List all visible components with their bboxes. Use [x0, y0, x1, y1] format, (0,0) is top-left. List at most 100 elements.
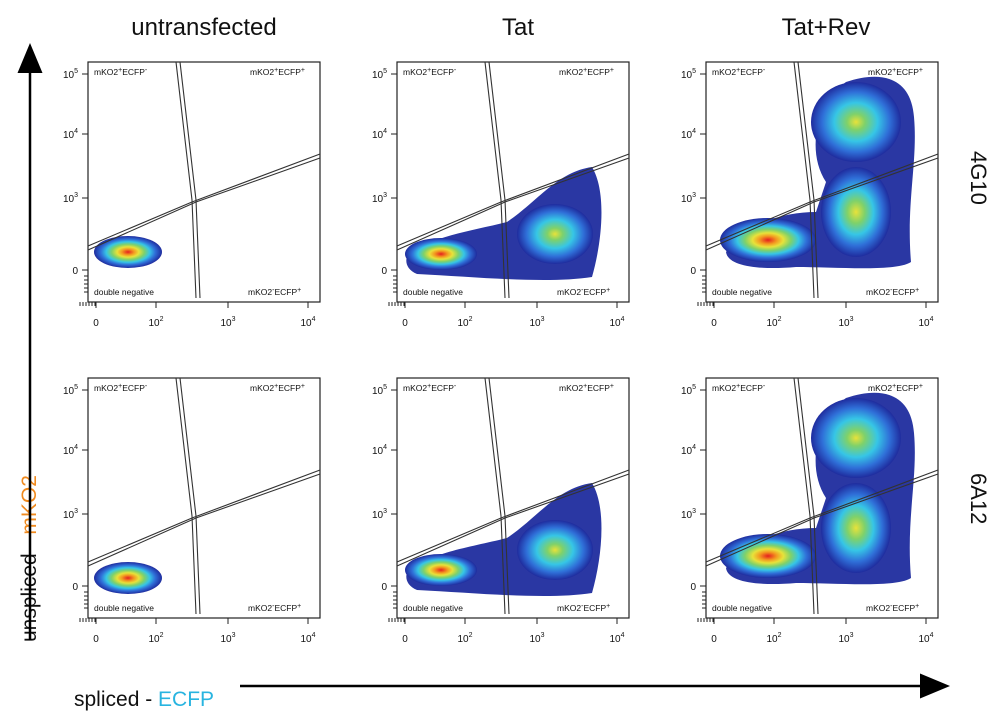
- gate-label-part: mKO2: [403, 383, 427, 393]
- tick-base: 10: [220, 318, 232, 329]
- density-cluster-double-negative: [94, 236, 162, 268]
- gate-line-diagonal: [87, 157, 321, 251]
- gate-label-sign: -: [581, 603, 584, 610]
- gate-label-sign: -: [763, 67, 766, 74]
- gate-line-vertical: [488, 377, 510, 615]
- gate-label-sign: +: [919, 383, 923, 390]
- gate-label-double-negative: double negative: [403, 603, 463, 613]
- density-cluster-double-negative: [720, 218, 816, 262]
- gate-line-vertical: [793, 61, 815, 299]
- gate-label-part: ECFP: [587, 383, 610, 393]
- tick-base: 10: [372, 446, 384, 457]
- gate-label-part: ECFP: [892, 603, 915, 613]
- x-tick-label: 0: [93, 318, 99, 329]
- gate-line-diagonal: [705, 157, 939, 251]
- tick-exponent: 3: [74, 192, 78, 199]
- y-tick-label: 104: [681, 128, 696, 141]
- x-axis-label-ecfp: ECFP: [158, 688, 215, 711]
- tick-base: 10: [148, 318, 160, 329]
- gate-label-part: mKO2: [712, 383, 736, 393]
- gate-label-part: ECFP: [583, 287, 606, 297]
- tick-base: 0: [93, 634, 99, 645]
- gate-label-bottom-right: mKO2-ECFP+: [248, 287, 301, 297]
- tick-base: 10: [63, 194, 75, 205]
- tick-base: 10: [681, 130, 693, 141]
- gate-label-sign: -: [890, 603, 893, 610]
- gate-label-double-negative: double negative: [712, 603, 772, 613]
- density-cluster-ecfp-positive: [517, 520, 593, 580]
- x-tick-label: 102: [457, 632, 472, 645]
- x-tick-label: 102: [148, 316, 163, 329]
- gate-line-diagonal: [705, 473, 939, 567]
- tick-base: 10: [609, 318, 621, 329]
- y-tick-label: 103: [63, 508, 78, 521]
- gate-label-sign: -: [145, 67, 148, 74]
- column-title-tat-rev: Tat+Rev: [781, 14, 871, 41]
- y-tick-label: 0: [72, 582, 78, 593]
- tick-base: 10: [300, 634, 312, 645]
- density-cluster-double-negative: [720, 534, 816, 578]
- gate-label-sign: +: [736, 67, 740, 74]
- gate-label-part: mKO2: [250, 67, 274, 77]
- gate-label-top-left: mKO2+ECFP-: [403, 67, 457, 77]
- gate-label-sign: +: [301, 67, 305, 74]
- gate-line-diagonal: [396, 153, 630, 247]
- x-tick-label: 0: [93, 634, 99, 645]
- tick-exponent: 2: [778, 632, 782, 639]
- tick-base: 0: [381, 582, 387, 593]
- x-axis-label-prefix: spliced -: [74, 688, 159, 711]
- gate-line-vertical: [484, 377, 506, 615]
- tick-exponent: 4: [312, 632, 316, 639]
- gate-label-part: mKO2: [403, 67, 427, 77]
- gate-label-top-left: mKO2+ECFP-: [712, 67, 766, 77]
- gate-label-part: mKO2: [557, 603, 581, 613]
- gate-label-sign: +: [583, 383, 587, 390]
- y-tick-label: 105: [681, 384, 696, 397]
- gate-label-part: ECFP: [431, 383, 454, 393]
- gate-label-bottom-right: mKO2-ECFP+: [248, 603, 301, 613]
- density-cluster-double-negative: [94, 562, 162, 594]
- gate-label-part: ECFP: [896, 383, 919, 393]
- gate-label-part: mKO2: [712, 67, 736, 77]
- gate-label-sign: +: [118, 383, 122, 390]
- gate-label-part: mKO2: [866, 287, 890, 297]
- gate-label-top-right: mKO2+ECFP+: [868, 67, 923, 77]
- density-cluster-double-negative: [405, 554, 477, 586]
- y-tick-label: 105: [372, 68, 387, 81]
- x-tick-label: 104: [300, 316, 315, 329]
- gate-label-part: ECFP: [122, 383, 145, 393]
- x-tick-label: 0: [711, 634, 717, 645]
- x-tick-label: 103: [838, 632, 853, 645]
- gate-label-sign: -: [581, 287, 584, 294]
- tick-base: 0: [93, 318, 99, 329]
- x-axis-label: spliced - ECFP: [74, 688, 214, 712]
- x-tick-label: 104: [609, 632, 624, 645]
- gate-label-sign: +: [892, 383, 896, 390]
- gate-line-vertical: [797, 377, 819, 615]
- gate-line-vertical: [797, 61, 819, 299]
- tick-base: 10: [63, 446, 75, 457]
- gate-label-top-right: mKO2+ECFP+: [559, 67, 614, 77]
- gate-line-diagonal: [705, 153, 939, 247]
- tick-base: 10: [148, 634, 160, 645]
- x-tick-label: 103: [220, 632, 235, 645]
- gate-label-sign: +: [297, 603, 301, 610]
- plot-panel-6: mKO2+ECFP-mKO2+ECFP+double negative mKO2-…: [681, 377, 939, 645]
- tick-base: 10: [220, 634, 232, 645]
- density-cluster-ecfp-positive: [821, 483, 891, 573]
- tick-base: 10: [918, 318, 930, 329]
- gate-line-vertical: [175, 377, 197, 615]
- tick-exponent: 3: [541, 316, 545, 323]
- y-tick-label: 103: [372, 508, 387, 521]
- tick-exponent: 4: [621, 632, 625, 639]
- gate-label-part: mKO2: [250, 383, 274, 393]
- tick-exponent: 3: [541, 632, 545, 639]
- gate-label-top-left: mKO2+ECFP-: [94, 67, 148, 77]
- y-tick-label: 0: [690, 266, 696, 277]
- tick-base: 10: [300, 318, 312, 329]
- tick-exponent: 4: [383, 128, 387, 135]
- gate-label-top-left: mKO2+ECFP-: [403, 383, 457, 393]
- gate-label-sign: +: [427, 67, 431, 74]
- tick-exponent: 2: [160, 316, 164, 323]
